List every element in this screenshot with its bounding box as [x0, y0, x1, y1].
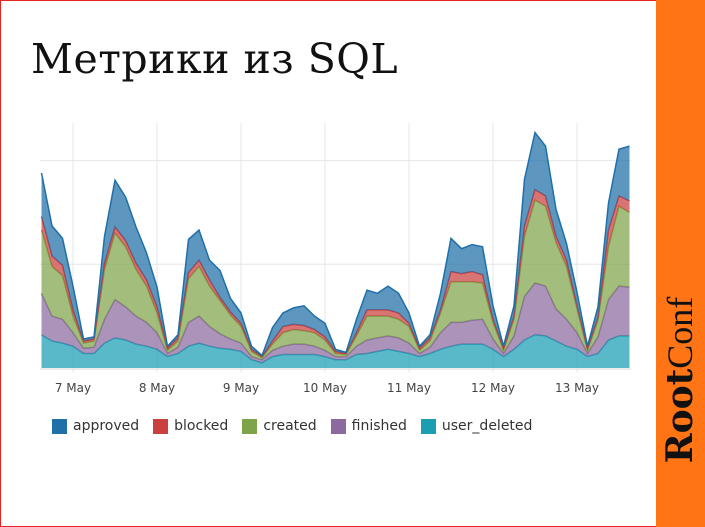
legend-item-finished[interactable]: finished — [330, 418, 407, 434]
x-tick-label: 9 May — [223, 381, 259, 395]
x-axis: 7 May 8 May 9 May 10 May 11 May 12 May 13 May — [55, 381, 599, 395]
legend-swatch — [153, 418, 169, 434]
x-tick-label: 8 May — [139, 381, 175, 395]
legend-swatch — [242, 418, 258, 434]
slide-title: Метрики из SQL — [31, 35, 399, 83]
legend-item-created[interactable]: created — [242, 418, 317, 434]
area-created — [41, 200, 630, 360]
legend-label: user_deleted — [441, 418, 533, 434]
line-approved — [40, 130, 630, 357]
area-finished — [41, 283, 630, 363]
legend-label: created — [263, 418, 317, 434]
x-tick-label: 12 May — [471, 381, 515, 395]
x-tick-label: 10 May — [303, 381, 347, 395]
x-tick-label: 11 May — [387, 381, 431, 395]
legend-swatch — [330, 418, 346, 434]
legend-label: blocked — [174, 418, 229, 434]
legend-swatch — [420, 418, 436, 434]
legend-label: finished — [351, 418, 407, 434]
legend-swatch — [52, 418, 67, 434]
brand-sidebar — [656, 0, 705, 527]
x-tick-label: 7 May — [55, 381, 91, 395]
legend-label: approved — [73, 418, 140, 434]
x-tick-label: 13 May — [555, 381, 599, 395]
legend-item-approved[interactable]: approved — [52, 418, 139, 434]
legend: approved blocked created finished user_delet… — [52, 418, 546, 434]
area-user-deleted — [41, 334, 630, 368]
areas — [40, 130, 630, 368]
legend-item-user-deleted[interactable]: user_deleted — [420, 418, 533, 434]
legend-item-blocked[interactable]: blocked — [153, 418, 228, 434]
